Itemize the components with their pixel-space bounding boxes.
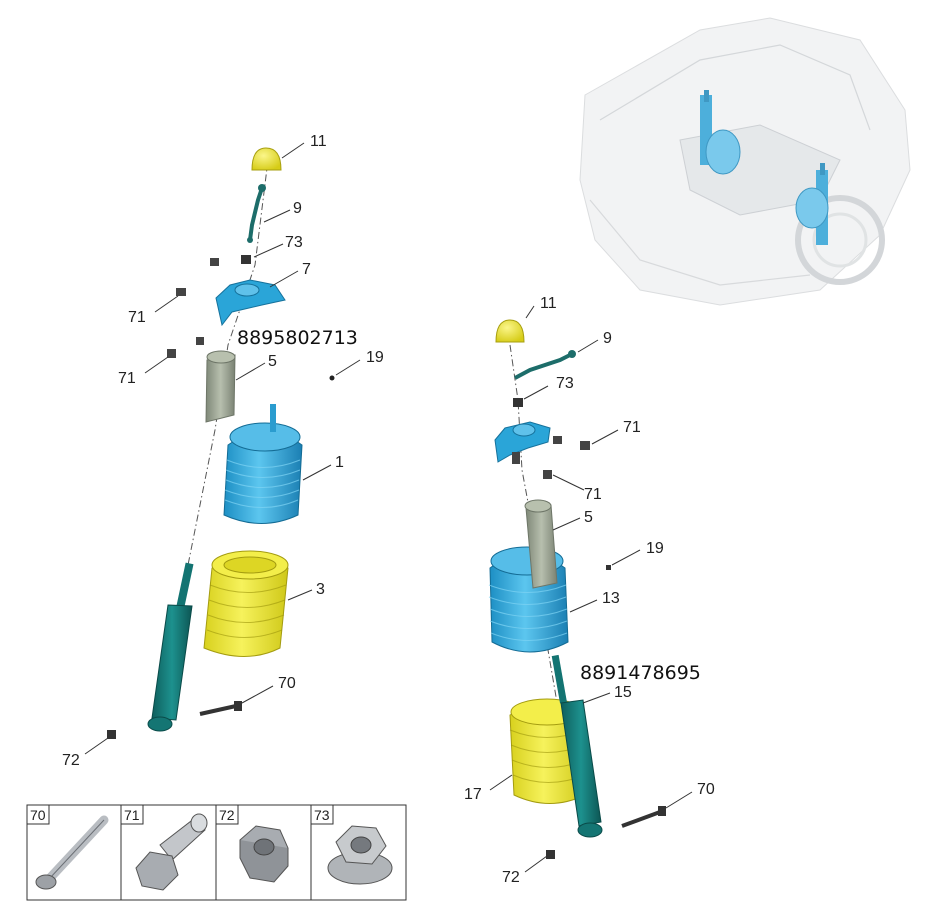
legend-item-72: 72 (215, 804, 289, 883)
legend-item-71: 71 (120, 804, 208, 891)
callout-70: 70 (278, 675, 296, 692)
bolt-flange-icon (135, 813, 208, 891)
nut-icon (239, 825, 289, 883)
left-flange-nut-73[interactable] (241, 255, 251, 264)
callout-1: 1 (335, 454, 344, 471)
svg-text:70: 70 (30, 807, 46, 823)
callout-19: 19 (366, 349, 384, 366)
right-shock-absorber[interactable] (551, 654, 603, 838)
callout-71: 71 (623, 419, 641, 436)
vehicle-context-illustration (579, 17, 911, 306)
callout-11: 11 (540, 295, 557, 312)
callout-73: 73 (556, 375, 574, 392)
callout-5: 5 (584, 509, 593, 526)
left-level-sensor-link[interactable] (247, 184, 266, 243)
right-assembly: 11 9 73 71 71 5 19 13 8891478695 15 17 7… (464, 295, 715, 886)
left-bump-stop[interactable] (205, 350, 236, 423)
flange-nut-icon (327, 825, 393, 885)
left-air-spring[interactable] (223, 404, 303, 524)
context-strut-right (795, 163, 829, 245)
callout-72: 72 (62, 752, 80, 769)
left-dust-boot[interactable] (203, 550, 289, 657)
left-long-bolt-70[interactable] (199, 701, 242, 716)
left-bolt-71-bottom[interactable] (167, 337, 204, 358)
left-assembly: 11 9 73 7 71 71 8895802713 5 19 1 3 70 7… (62, 133, 384, 769)
right-top-mount-bracket[interactable] (494, 421, 551, 463)
callout-9: 9 (293, 200, 302, 217)
callout-3: 3 (316, 581, 325, 598)
callout-13: 13 (602, 590, 620, 607)
left-part-19-dot[interactable] (329, 375, 335, 381)
part-number: 8891478695 (580, 662, 701, 684)
left-bolt-71-top[interactable] (176, 258, 219, 296)
left-callouts: 11 9 73 7 71 71 8895802713 5 19 1 3 70 7… (62, 133, 384, 769)
right-air-spring[interactable] (488, 546, 569, 653)
right-long-bolt-70[interactable] (621, 806, 666, 828)
right-level-sensor-link[interactable] (514, 350, 576, 380)
callout-17: 17 (464, 786, 482, 803)
hardware-legend: 70 71 72 (26, 804, 407, 901)
part-number: 8895802713 (237, 327, 358, 349)
svg-text:72: 72 (219, 807, 235, 823)
callout-7: 7 (302, 261, 311, 278)
left-nut-72[interactable] (107, 730, 116, 739)
right-callouts: 11 9 73 71 71 5 19 13 8891478695 15 17 7… (464, 295, 715, 886)
right-bolt-71-bottom[interactable] (512, 452, 552, 479)
callout-15: 15 (614, 684, 632, 701)
callout-71: 71 (128, 309, 146, 326)
right-leader-lines (489, 305, 693, 873)
right-bump-stop[interactable] (524, 499, 558, 589)
right-part-19-dot[interactable] (606, 565, 611, 570)
right-bolt-71-top[interactable] (553, 436, 590, 450)
legend-item-73: 73 (310, 804, 393, 885)
right-top-cap[interactable] (495, 319, 525, 343)
left-top-cap[interactable] (251, 147, 282, 171)
callout-19: 19 (646, 540, 664, 557)
left-leader-lines (84, 142, 361, 755)
callout-73: 73 (285, 234, 303, 251)
callout-11: 11 (310, 133, 327, 150)
context-strut-left (700, 90, 741, 175)
callout-5: 5 (268, 353, 277, 370)
right-nut-72[interactable] (546, 850, 555, 859)
svg-text:71: 71 (124, 807, 140, 823)
legend-item-70: 70 (26, 804, 109, 890)
right-flange-nut-73[interactable] (513, 398, 523, 407)
left-shock-absorber[interactable] (147, 562, 194, 732)
callout-71: 71 (584, 486, 602, 503)
callout-70: 70 (697, 781, 715, 798)
callout-9: 9 (603, 330, 612, 347)
callout-71: 71 (118, 370, 136, 387)
left-top-mount-bracket[interactable] (215, 279, 286, 327)
bolt-long-icon (35, 815, 109, 890)
svg-text:73: 73 (314, 807, 330, 823)
callout-72: 72 (502, 869, 520, 886)
